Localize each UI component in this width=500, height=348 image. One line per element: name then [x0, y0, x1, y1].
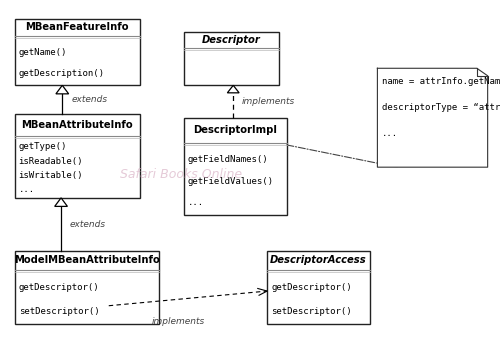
Bar — [267, 251, 370, 324]
Text: extends: extends — [70, 220, 106, 229]
Text: implements: implements — [242, 97, 296, 106]
Bar — [15, 114, 140, 198]
Polygon shape — [54, 198, 68, 206]
Text: MBeanFeatureInfo: MBeanFeatureInfo — [26, 23, 129, 32]
Polygon shape — [378, 68, 488, 167]
Text: descriptorType = “attribute”: descriptorType = “attribute” — [382, 103, 500, 112]
Text: getDescriptor(): getDescriptor() — [18, 283, 100, 292]
Text: Descriptor: Descriptor — [202, 35, 261, 45]
Text: setDescriptor(): setDescriptor() — [271, 307, 351, 316]
Text: DescriptorAccess: DescriptorAccess — [270, 255, 367, 265]
Text: ...: ... — [382, 129, 398, 139]
Text: DescriptorImpl: DescriptorImpl — [194, 125, 277, 135]
Bar — [15, 19, 140, 85]
Text: ...: ... — [188, 198, 204, 207]
Text: setDescriptor(): setDescriptor() — [18, 307, 100, 316]
Bar — [184, 32, 280, 85]
Bar — [15, 251, 160, 324]
Text: getDescription(): getDescription() — [18, 69, 104, 78]
Text: isReadable(): isReadable() — [18, 157, 83, 166]
Text: ModelMBeanAttributeInfo: ModelMBeanAttributeInfo — [14, 255, 160, 265]
Text: extends: extends — [71, 95, 107, 104]
Bar — [184, 118, 287, 215]
Text: getType(): getType() — [18, 142, 67, 151]
Text: getFieldValues(): getFieldValues() — [188, 177, 274, 185]
Text: getName(): getName() — [18, 48, 67, 57]
Text: Safari Books Online: Safari Books Online — [120, 167, 242, 181]
Polygon shape — [228, 85, 239, 93]
Text: getFieldNames(): getFieldNames() — [188, 155, 268, 164]
Text: MBeanAttributeInfo: MBeanAttributeInfo — [22, 120, 133, 130]
Text: ...: ... — [18, 185, 35, 195]
Text: isWritable(): isWritable() — [18, 171, 83, 180]
Text: implements: implements — [152, 317, 205, 326]
Polygon shape — [56, 85, 68, 94]
Text: getDescriptor(): getDescriptor() — [271, 283, 351, 292]
Text: name = attrInfo.getName(): name = attrInfo.getName() — [382, 77, 500, 86]
